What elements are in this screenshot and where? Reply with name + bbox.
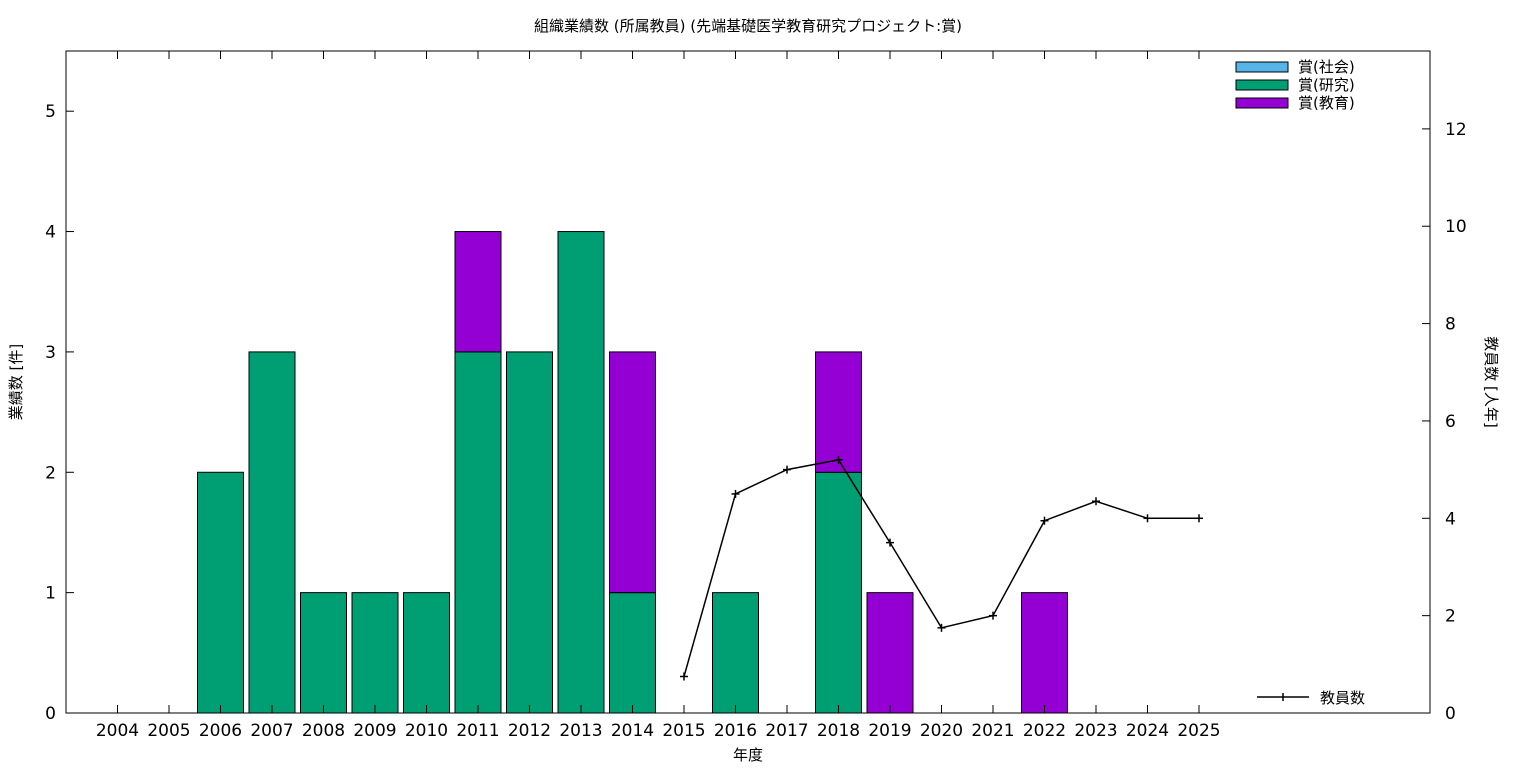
bar-segment xyxy=(403,592,450,714)
line-point xyxy=(1143,514,1152,523)
y2-tick-label: 0 xyxy=(1445,704,1456,724)
x-tick-label: 2004 xyxy=(96,721,139,741)
y2-axis-label: 教員数 [人年] xyxy=(1482,336,1500,427)
legend-label: 賞(研究) xyxy=(1298,76,1355,94)
bar-segment xyxy=(1021,592,1068,714)
line-layer xyxy=(680,455,1203,681)
line-point xyxy=(834,455,843,464)
teacher-count-line xyxy=(683,459,1199,677)
bar-segment xyxy=(609,351,656,594)
legend: 賞(社会)賞(研究)賞(教育) 教員数 xyxy=(1235,58,1365,707)
y2-tick-label: 8 xyxy=(1445,315,1456,335)
legend-swatch xyxy=(1235,97,1289,109)
bar-segment xyxy=(815,471,862,714)
line-point xyxy=(783,465,791,474)
y2-tick-label: 4 xyxy=(1445,509,1456,529)
bar-segment xyxy=(609,592,656,714)
x-tick-label: 2005 xyxy=(147,721,190,741)
y-tick-label: 2 xyxy=(45,463,56,483)
legend-label: 賞(社会) xyxy=(1298,58,1355,76)
x-tick-label: 2014 xyxy=(611,721,654,741)
y2-tick-label: 6 xyxy=(1445,412,1456,432)
y-tick-label: 1 xyxy=(45,584,56,604)
bar-segment xyxy=(557,231,605,714)
line-point xyxy=(989,611,997,620)
x-tick-label: 2025 xyxy=(1177,721,1220,741)
bar-segment xyxy=(712,592,759,714)
x-tick-label: 2018 xyxy=(817,721,860,741)
bar-segment xyxy=(300,592,347,714)
legend-label: 賞(教育) xyxy=(1298,94,1355,112)
bar-segment xyxy=(866,592,914,714)
line-point xyxy=(1040,516,1049,525)
y-tick-label: 4 xyxy=(45,223,56,243)
bars-layer xyxy=(197,231,1068,714)
x-tick-label: 2020 xyxy=(920,721,963,741)
line-point xyxy=(937,623,946,632)
plot-frame xyxy=(65,50,1431,714)
x-tick-label: 2015 xyxy=(662,721,705,741)
bar-segment xyxy=(815,351,862,473)
x-tick-label: 2023 xyxy=(1074,721,1117,741)
line-point xyxy=(886,538,894,547)
x-tick-label: 2017 xyxy=(765,721,808,741)
legend-swatch xyxy=(1235,79,1289,91)
y2-tick-label: 2 xyxy=(1445,607,1456,627)
x-tick-label: 2019 xyxy=(868,721,911,741)
bar-segment xyxy=(454,231,502,353)
x-tick-label: 2008 xyxy=(302,721,345,741)
y2-tick-label: 12 xyxy=(1445,120,1467,140)
line-point xyxy=(680,672,688,681)
line-point xyxy=(1195,514,1203,523)
x-tick-label: 2006 xyxy=(199,721,242,741)
y2-tick-label: 10 xyxy=(1445,217,1467,237)
y-tick-label: 5 xyxy=(45,102,56,122)
y-axis-label: 業績数 [件] xyxy=(7,344,25,420)
line-point xyxy=(1092,497,1100,506)
bar-segment xyxy=(197,471,244,714)
x-tick-label: 2007 xyxy=(250,721,293,741)
bar-segment xyxy=(351,592,399,714)
x-axis-label: 年度 xyxy=(733,746,763,764)
chart-title: 組織業績数 (所属教員) (先端基礎医学教育研究プロジェクト:賞) xyxy=(534,17,962,35)
x-tick-label: 2024 xyxy=(1126,721,1169,741)
line-point xyxy=(731,489,740,498)
bar-segment xyxy=(454,351,502,714)
x-tick-label: 2013 xyxy=(559,721,602,741)
y-tick-label: 0 xyxy=(45,704,56,724)
bar-segment xyxy=(506,351,553,714)
x-tick-label: 2010 xyxy=(405,721,448,741)
x-tick-label: 2011 xyxy=(456,721,499,741)
y-tick-label: 3 xyxy=(45,343,56,363)
x-tick-label: 2022 xyxy=(1023,721,1066,741)
bar-segment xyxy=(248,351,296,714)
x-tick-label: 2009 xyxy=(353,721,396,741)
legend-line-label: 教員数 xyxy=(1320,689,1365,707)
x-tick-label: 2021 xyxy=(971,721,1014,741)
x-tick-label: 2012 xyxy=(508,721,551,741)
x-tick-label: 2016 xyxy=(714,721,757,741)
legend-swatch xyxy=(1235,61,1289,73)
